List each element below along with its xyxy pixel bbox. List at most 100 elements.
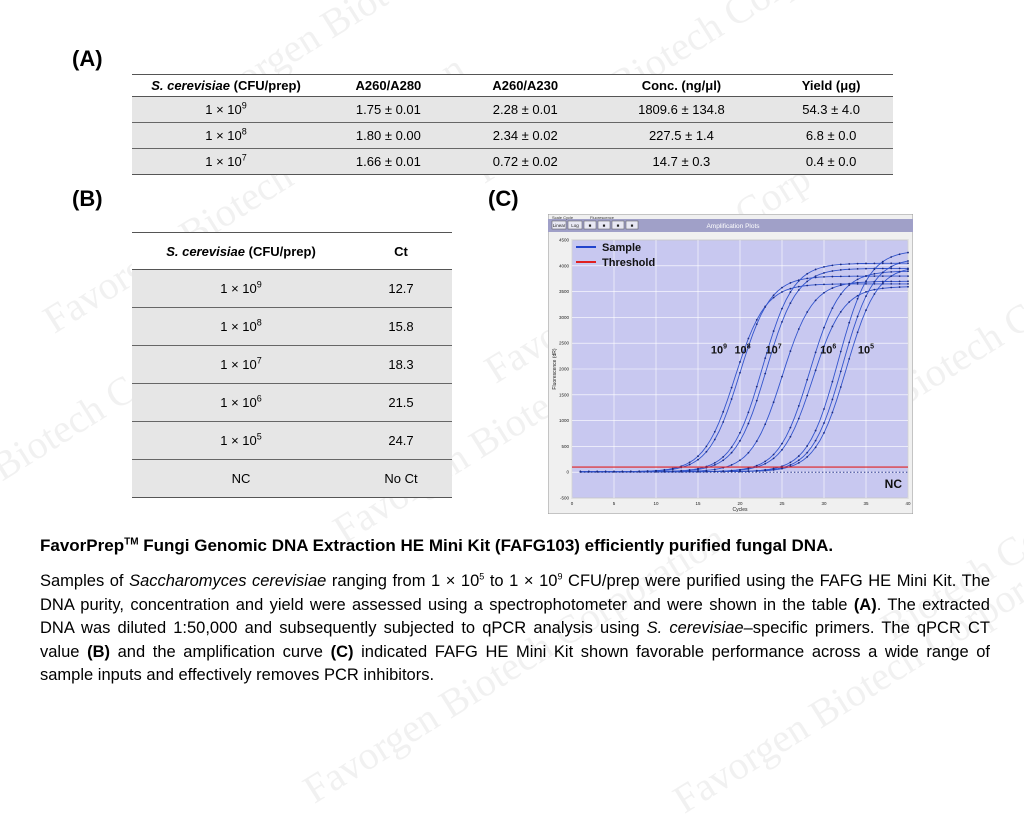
sample-point (865, 274, 867, 277)
sample-point (781, 307, 783, 310)
sample-point (873, 293, 876, 295)
table-row: 1 × 109 1.75 ± 0.01 2.28 ± 0.01 1809.6 ±… (132, 96, 893, 123)
sample-point (797, 289, 800, 291)
sample-point (797, 328, 800, 330)
sample-point (747, 451, 750, 454)
y-tick-label: 3000 (559, 315, 570, 320)
sample-point (755, 399, 758, 402)
sample-point (814, 299, 817, 302)
sample-point (898, 280, 901, 283)
sample-point (856, 275, 859, 278)
yield-header: Yield (μg) (769, 74, 893, 97)
toolbar-button-label: ■ (603, 223, 606, 228)
curve-label: 105 (858, 344, 874, 357)
sample-point (856, 297, 859, 300)
sample-point (797, 404, 800, 407)
toolbar-button (551, 220, 567, 230)
sample-point (722, 459, 725, 462)
sample-point (890, 275, 893, 278)
sample-point (890, 267, 893, 270)
nc-label: NC (885, 477, 903, 491)
purity-table: S. cerevisiae (CFU/prep) A260/A280 A260/… (132, 74, 893, 175)
a260-a230-cell: 2.34 ± 0.02 (456, 122, 594, 149)
sample-point (839, 269, 842, 271)
sample-point (839, 284, 842, 287)
sample-point (898, 286, 901, 288)
toolbar-button-label: ■ (617, 223, 620, 228)
sample-point (890, 256, 893, 258)
sample-point (839, 293, 842, 296)
x-tick-label: 40 (905, 501, 911, 506)
sample-point (730, 398, 733, 400)
sample-point (890, 262, 893, 265)
y-tick-label: 2000 (559, 367, 570, 372)
y-tick-label: -500 (560, 496, 570, 501)
sample-cell: 1 × 105 (132, 421, 350, 460)
sample-point (856, 294, 859, 297)
sample-point (705, 445, 708, 448)
sample-point (848, 282, 851, 285)
sample-point (814, 439, 817, 442)
sample-point (772, 453, 775, 456)
x-tick-label: 15 (695, 501, 701, 506)
sample-point (823, 408, 825, 410)
sample-point (814, 446, 817, 449)
sample-point (856, 331, 859, 334)
sample-cell: NC (132, 459, 350, 498)
sample-point (898, 270, 901, 273)
yield-cell: 0.4 ± 0.0 (769, 148, 893, 175)
sample-point (730, 451, 733, 454)
sample-point (873, 288, 876, 291)
sample-cell: 1 × 109 (132, 269, 350, 308)
sample-point (747, 468, 750, 470)
species-header: S. cerevisiae (CFU/prep) (132, 232, 350, 270)
sample-point (747, 422, 750, 425)
chart-title: Amplification Plots (706, 223, 760, 230)
y-axis-label: Fluorescence (dR) (552, 348, 558, 389)
y-tick-label: 0 (566, 470, 569, 475)
sample-point (839, 370, 842, 373)
y-tick-label: 1500 (559, 392, 570, 397)
sample-point (881, 282, 884, 284)
toolbar-button (597, 220, 611, 230)
sample-point (856, 281, 859, 284)
concentration-header: Conc. (ng/μl) (593, 74, 770, 97)
sample-point (806, 277, 809, 280)
ct-cell: 12.7 (350, 269, 452, 308)
sample-point (907, 282, 909, 285)
sample-point (814, 369, 817, 372)
sample-point (688, 463, 691, 466)
sample-point (739, 371, 741, 374)
curve-label: 108 (734, 344, 750, 357)
sample-point (865, 280, 867, 283)
sample-point (881, 262, 884, 265)
sample-point (747, 411, 750, 414)
y-tick-label: 4000 (559, 263, 570, 268)
sample-point (823, 345, 825, 348)
sample-point (898, 253, 901, 256)
curve-label-exponent: 5 (870, 344, 874, 351)
x-tick-label: 0 (571, 501, 574, 506)
sample-point (831, 270, 834, 272)
sample-point (823, 283, 825, 286)
table-row: 1 × 108 1.80 ± 0.00 2.34 ± 0.02 227.5 ± … (132, 122, 893, 149)
legend-label: Sample (602, 242, 641, 254)
sample-point (697, 458, 699, 461)
a260-a280-cell: 1.80 ± 0.00 (320, 122, 457, 149)
sample-point (907, 285, 909, 288)
sample-point (739, 431, 741, 434)
sample-point (747, 345, 750, 348)
sample-point (907, 280, 909, 283)
sample-point (898, 275, 901, 278)
caption-title: FavorPrepTM Fungi Genomic DNA Extraction… (40, 536, 834, 555)
sample-point (865, 267, 867, 270)
sample-point (873, 262, 876, 265)
sample-point (781, 375, 783, 378)
table-header-row: S. cerevisiae (CFU/prep) A260/A280 A260/… (132, 74, 893, 97)
sample-point (713, 438, 716, 441)
sample-point (890, 282, 893, 285)
sample-point (865, 309, 867, 312)
sample-point (814, 283, 817, 286)
sample-point (747, 337, 750, 340)
sample-point (713, 468, 716, 471)
